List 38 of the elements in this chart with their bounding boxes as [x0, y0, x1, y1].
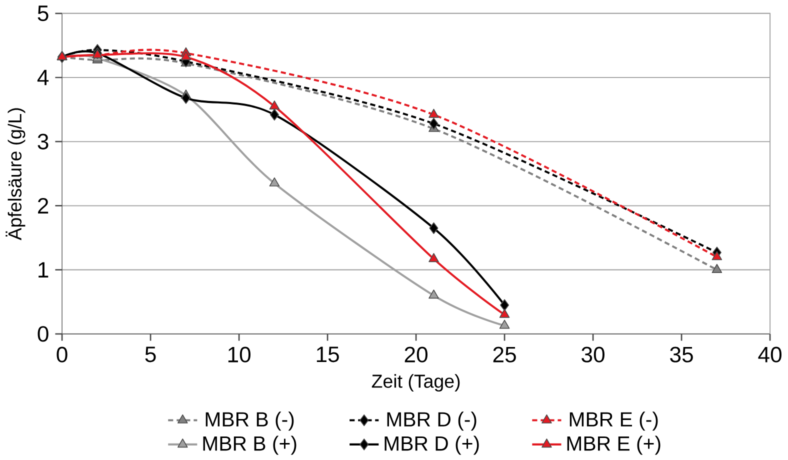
y-tick-label: 1 — [38, 262, 48, 278]
point — [428, 253, 439, 262]
x-tick-label: 10 — [228, 346, 250, 362]
legend-label: MBR E (-) — [570, 412, 658, 431]
x-axis-title: Zeit (Tage) — [372, 374, 460, 392]
x-tick-label: 15 — [316, 346, 339, 362]
y-tick-label: 4 — [37, 70, 49, 86]
point — [500, 299, 510, 311]
point — [428, 290, 439, 299]
x-tick-label: 30 — [582, 346, 604, 362]
x-tick-label: 5 — [145, 346, 156, 362]
y-tick-label: 5 — [38, 6, 48, 22]
x-tick-label: 40 — [758, 346, 782, 362]
legend-label: MBR D (+) — [384, 436, 479, 455]
x-tick-label: 0 — [56, 346, 68, 362]
point — [712, 264, 722, 274]
x-tick-label: 35 — [670, 346, 693, 362]
legend-label: MBR D (-) — [387, 412, 476, 431]
y-tick-label: 3 — [38, 134, 48, 150]
legend-label: MBR B (-) — [206, 412, 294, 431]
point — [181, 92, 190, 104]
point — [428, 108, 439, 118]
point — [270, 108, 279, 121]
point — [429, 118, 438, 130]
legend-label: MBR B (+) — [203, 436, 296, 455]
x-tick-label: 25 — [493, 346, 516, 362]
legend-label: MBR E (+) — [567, 436, 660, 455]
point — [180, 51, 192, 60]
y-tick-label: 2 — [38, 198, 48, 214]
point — [499, 308, 510, 318]
point — [269, 177, 280, 186]
point — [499, 320, 510, 329]
y-axis-title: Äpfelsäure (g/L) — [6, 108, 26, 240]
y-tick-label: 0 — [38, 326, 48, 342]
point — [269, 100, 280, 110]
x-tick-label: 20 — [404, 346, 428, 362]
point — [429, 222, 438, 234]
point — [712, 251, 722, 260]
